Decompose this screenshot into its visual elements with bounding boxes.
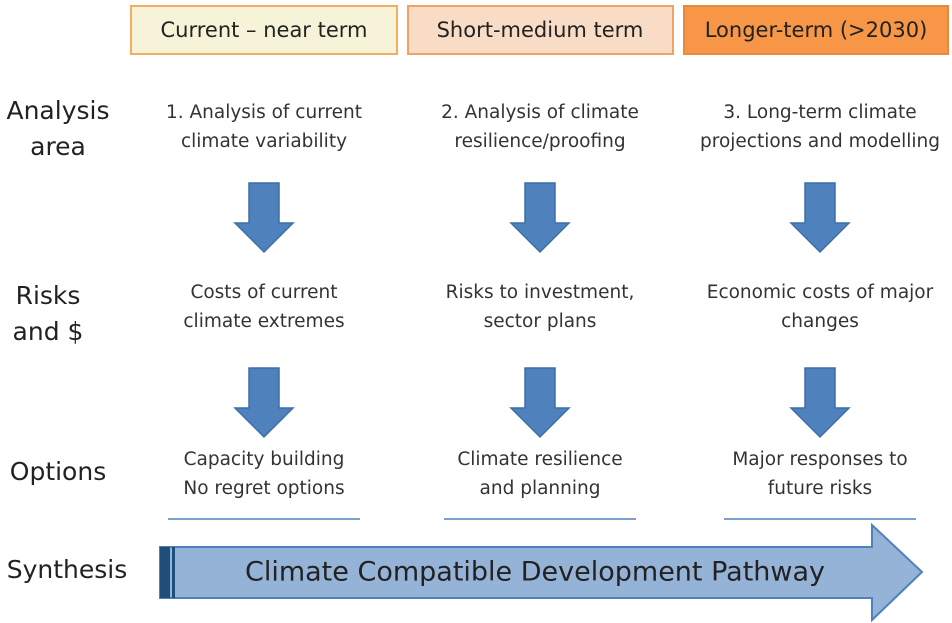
down-arrow xyxy=(789,182,851,254)
option-text: future risks xyxy=(768,478,872,499)
option-text: Climate resilience xyxy=(457,449,622,470)
synthesis-arrow xyxy=(159,522,924,623)
option-text: Major responses to xyxy=(732,449,907,470)
option-text: and planning xyxy=(480,478,601,499)
risk-text: Costs of current xyxy=(190,282,337,303)
column-header: Current – near term xyxy=(160,18,367,42)
analysis-text: climate variability xyxy=(181,131,347,152)
down-arrow xyxy=(233,367,295,439)
row-label: area xyxy=(30,132,86,161)
synthesis-label: Climate Compatible Development Pathway xyxy=(245,557,825,588)
row-label: Synthesis xyxy=(7,555,128,584)
risk-text: Economic costs of major xyxy=(707,282,934,303)
row-label: Risks xyxy=(16,281,81,310)
content: Current – near term 1. Analysis of curren… xyxy=(6,18,939,584)
analysis-text: 3. Long-term climate xyxy=(723,102,916,123)
option-text: No regret options xyxy=(183,478,344,499)
column-header: Short-medium term xyxy=(437,18,644,42)
down-arrow xyxy=(789,367,851,439)
down-arrow xyxy=(233,182,295,254)
header-box xyxy=(130,5,398,55)
down-arrow xyxy=(509,182,571,254)
row-label: Options xyxy=(10,457,106,486)
risk-text: sector plans xyxy=(484,311,597,332)
row-label: and $ xyxy=(13,317,84,346)
analysis-text: projections and modelling xyxy=(700,131,940,152)
arrow-bar xyxy=(172,547,175,598)
analysis-text: resilience/proofing xyxy=(454,131,625,152)
risk-text: Risks to investment, xyxy=(446,282,635,303)
row-label: Analysis xyxy=(6,96,109,125)
arrow-bar xyxy=(160,547,170,598)
risk-text: climate extremes xyxy=(183,311,344,332)
header-box xyxy=(683,5,949,55)
option-text: Capacity building xyxy=(184,449,345,470)
column-header: Longer-term (>2030) xyxy=(705,18,928,42)
risk-text: changes xyxy=(781,311,859,332)
header-box xyxy=(407,5,674,55)
analysis-text: 1. Analysis of current xyxy=(166,102,362,123)
analysis-text: 2. Analysis of climate xyxy=(441,102,639,123)
down-arrow xyxy=(509,367,571,439)
